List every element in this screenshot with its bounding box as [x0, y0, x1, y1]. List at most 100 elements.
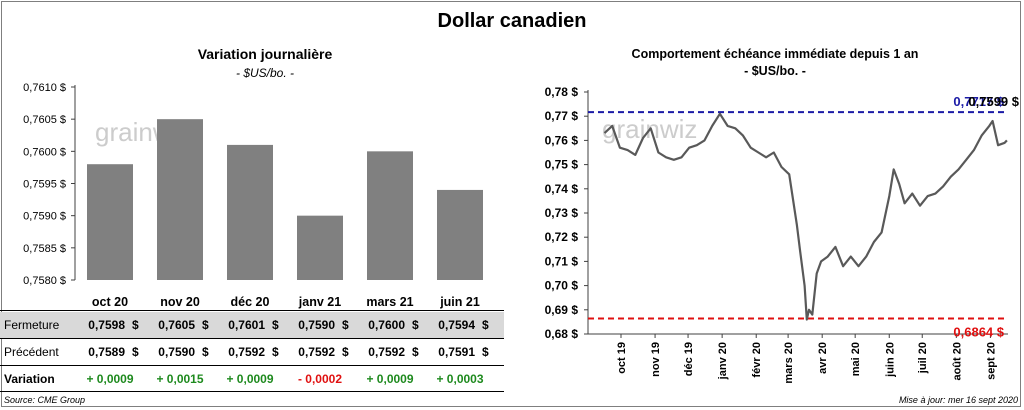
currency-sign: $: [342, 318, 349, 332]
y-tick-label: 0,76 $: [545, 133, 579, 147]
y-tick-label: 0,72 $: [545, 230, 579, 244]
currency-sign: $: [482, 318, 489, 332]
currency-sign: $: [412, 345, 419, 359]
y-tick-label: 0,7595 $: [23, 179, 66, 191]
currency-sign: $: [132, 345, 139, 359]
row-label: Précédent: [4, 345, 59, 359]
y-tick-label: 0,7610 $: [23, 82, 66, 94]
y-tick-label: 0,71 $: [545, 254, 579, 268]
y-tick-label: 0,69 $: [545, 303, 579, 317]
left-bars: [87, 119, 483, 281]
y-tick-label: 0,7580 $: [23, 275, 66, 287]
last-value-label: 0,7599 $: [968, 94, 1019, 109]
bar: [87, 164, 133, 280]
x-tick-label: janv 20: [717, 342, 729, 380]
table-cell: 0,7601: [228, 318, 265, 332]
y-tick-label: 0,7605 $: [23, 114, 66, 126]
high-value-label: 0,7717 $: [953, 94, 1004, 109]
bar: [227, 144, 273, 280]
y-tick-label: 0,74 $: [545, 182, 579, 196]
table-cell: + 0,0009: [226, 372, 274, 386]
x-tick-label: nov 19: [650, 342, 662, 377]
table-cell: + 0,0003: [436, 372, 484, 386]
x-tick-label: mars 20: [783, 342, 795, 384]
table-mid-rule: [0, 338, 504, 339]
y-tick-label: 0,70 $: [545, 279, 579, 293]
left-chart-subtitle: - $US/bo. -: [235, 66, 295, 80]
currency-sign: $: [202, 345, 209, 359]
currency-sign: $: [412, 318, 419, 332]
currency-sign: $: [202, 318, 209, 332]
x-tick-label: avr 20: [817, 342, 829, 374]
page-title: Dollar canadien: [437, 10, 587, 32]
table-cell: 0,7594: [438, 318, 475, 332]
table-cell: 0,7600: [368, 318, 405, 332]
currency-sign: $: [132, 318, 139, 332]
y-tick-label: 0,68 $: [545, 327, 579, 341]
table-cell: + 0,0009: [366, 372, 414, 386]
y-tick-label: 0,73 $: [545, 206, 579, 220]
x-tick-label: mars 21: [366, 295, 413, 309]
x-tick-label: janv 21: [298, 295, 341, 309]
table-cell: 0,7598: [88, 318, 125, 332]
right-series: 0,7717 $0,7599 $ 0,6864 $: [588, 94, 1020, 340]
table-top-rule: [0, 310, 504, 311]
x-tick-label: oct 19: [616, 342, 628, 374]
table-cell: 0,7605: [158, 318, 195, 332]
table-cell: 0,7589: [88, 345, 125, 359]
y-tick-label: 0,7590 $: [23, 211, 66, 223]
currency-sign: $: [272, 345, 279, 359]
currency-sign: $: [272, 318, 279, 332]
x-tick-label: févr 20: [751, 342, 763, 377]
table-cell: 0,7592: [368, 345, 405, 359]
row-label: Fermeture: [4, 318, 60, 332]
x-tick-label: sept 20: [985, 342, 997, 380]
bar: [437, 189, 483, 280]
currency-sign: $: [342, 345, 349, 359]
y-tick-label: 0,78 $: [545, 85, 579, 99]
x-tick-label: juil 20: [917, 342, 929, 374]
right-chart-title: Comportement échéance immédiate depuis 1…: [631, 47, 919, 61]
table-cell: + 0,0015: [156, 372, 204, 386]
table-cell: 0,7591: [438, 345, 475, 359]
x-tick-label: juin 21: [439, 295, 480, 309]
table-band: [0, 312, 504, 338]
left-bar-chart: grainwiz 0,7610 $0,7605 $0,7600 $0,7595 …: [23, 82, 483, 309]
price-series-line: [603, 112, 1008, 321]
table-row: Variation + 0,0009 + 0,0015 + 0,0009 - 0,000…: [0, 366, 504, 392]
table-bottom-rule: [0, 391, 504, 392]
y-tick-label: 0,7585 $: [23, 243, 66, 255]
source-note: Source: CME Group: [4, 395, 86, 405]
x-tick-label: août 20: [951, 342, 963, 381]
left-chart-title: Variation journalière: [197, 46, 333, 62]
x-tick-label: déc 20: [231, 295, 270, 309]
x-tick-label: juin 20: [884, 342, 896, 378]
table-cell: 0,7592: [228, 345, 265, 359]
right-axes: 0,78 $ 0,77 $ 0,76 $ 0,75 $ 0,74 $ 0,73 $ 0,72…: [545, 85, 1008, 384]
bar: [367, 151, 413, 280]
x-tick-label: déc 19: [683, 342, 695, 376]
x-tick-label: mai 20: [850, 342, 862, 376]
row-label: Variation: [4, 372, 55, 386]
table-row: Précédent 0,7589 $0,7590 $0,7592 $0,7592 $0,7…: [0, 339, 504, 365]
table-cell: 0,7590: [158, 345, 195, 359]
bar: [157, 119, 203, 281]
y-tick-label: 0,7600 $: [23, 146, 66, 158]
right-chart-subtitle: - $US/bo. -: [744, 64, 806, 78]
table-cell: 0,7592: [298, 345, 335, 359]
x-tick-label: nov 20: [160, 295, 200, 309]
low-value-label: 0,6864 $: [953, 325, 1004, 340]
y-tick-label: 0,77 $: [545, 109, 579, 123]
x-tick-label: oct 20: [92, 295, 128, 309]
left-x-labels: oct 20 nov 20 déc 20 janv 21 mars 21 juin 21: [92, 295, 480, 309]
table-row: Fermeture 0,7598 $0,7605 $0,7601 $0,7590 $0,7…: [0, 312, 504, 338]
y-tick-label: 0,75 $: [545, 158, 579, 172]
update-note: Mise à jour: mer 16 sept 2020: [898, 395, 1018, 405]
table-cell: - 0,0002: [297, 372, 343, 386]
bar: [297, 215, 343, 280]
currency-sign: $: [482, 345, 489, 359]
table-cell: 0,7590: [298, 318, 335, 332]
table-mid-rule-2: [0, 365, 504, 366]
